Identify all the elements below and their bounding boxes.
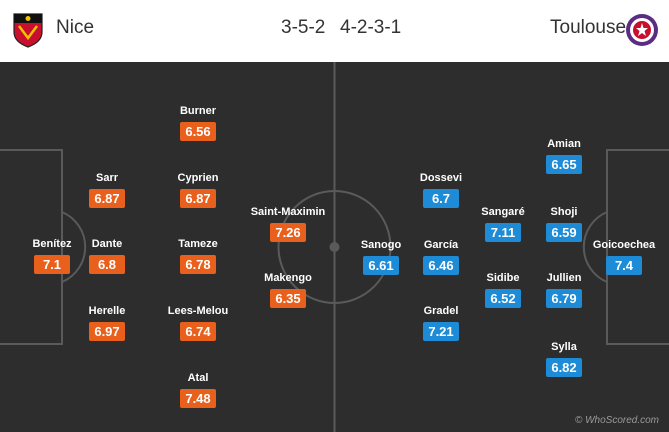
player-makengo[interactable]: Makengo 6.35 bbox=[228, 272, 348, 308]
player-dossevi[interactable]: Dossevi 6.7 bbox=[381, 172, 501, 208]
player-gradel[interactable]: Gradel 7.21 bbox=[381, 305, 501, 341]
player-name: Cyprien bbox=[177, 172, 219, 184]
player-jullien[interactable]: Jullien 6.79 bbox=[504, 272, 624, 308]
player-rating: 7.48 bbox=[180, 389, 216, 408]
home-team-name: Nice bbox=[56, 17, 95, 38]
player-rating: 6.97 bbox=[89, 322, 125, 341]
pitch: Benítez 7.1 Sarr 6.87 Dante 6.8 Herelle … bbox=[0, 62, 669, 432]
away-team-name: Toulouse bbox=[550, 17, 627, 38]
player-name: Atal bbox=[187, 372, 209, 384]
player-name: Makengo bbox=[264, 272, 312, 284]
player-sangare[interactable]: Sangaré 7.11 bbox=[443, 206, 563, 242]
away-formation: 4-2-3-1 bbox=[340, 17, 402, 38]
player-name: Benítez bbox=[32, 238, 72, 250]
toulouse-crest-icon bbox=[626, 14, 658, 46]
pitch-lines bbox=[0, 62, 669, 432]
player-rating: 6.56 bbox=[180, 122, 216, 141]
player-lees-melou[interactable]: Lees-Melou 6.74 bbox=[138, 305, 258, 341]
player-sidibe[interactable]: Sidibe 6.52 bbox=[443, 272, 563, 308]
player-rating: 7.1 bbox=[34, 255, 70, 274]
player-rating: 6.46 bbox=[423, 256, 459, 275]
player-name: Burner bbox=[179, 105, 217, 117]
player-name: García bbox=[423, 239, 459, 251]
home-formation: 3-5-2 bbox=[281, 17, 326, 38]
player-name: Sidibe bbox=[486, 272, 520, 284]
player-sylla[interactable]: Sylla 6.82 bbox=[504, 341, 624, 377]
player-name: Shoji bbox=[550, 206, 578, 218]
player-burner[interactable]: Burner 6.56 bbox=[138, 105, 258, 141]
player-name: Herelle bbox=[88, 305, 126, 317]
player-rating: 6.87 bbox=[180, 189, 216, 208]
player-dante[interactable]: Dante 6.8 bbox=[47, 238, 167, 274]
player-rating: 7.11 bbox=[485, 223, 521, 242]
player-name: Sylla bbox=[551, 341, 577, 353]
player-name: Jullien bbox=[546, 272, 582, 284]
player-name: Dante bbox=[91, 238, 123, 250]
player-name: Sangaré bbox=[481, 206, 525, 218]
player-cyprien[interactable]: Cyprien 6.87 bbox=[138, 172, 258, 208]
match-header: Nice 3-5-2 4-2-3-1 Toulouse bbox=[0, 0, 669, 60]
player-name: Dossevi bbox=[419, 172, 463, 184]
player-tameze[interactable]: Tameze 6.78 bbox=[138, 238, 258, 274]
player-rating: 6.74 bbox=[180, 322, 216, 341]
player-amian[interactable]: Amian 6.65 bbox=[504, 138, 624, 174]
player-sanogo[interactable]: Sanogo 6.61 bbox=[321, 239, 441, 275]
player-goicoechea[interactable]: Goicoechea 7.4 bbox=[564, 239, 669, 275]
player-rating: 6.79 bbox=[546, 289, 582, 308]
player-rating: 6.65 bbox=[546, 155, 582, 174]
player-rating: 6.8 bbox=[89, 255, 125, 274]
player-rating: 6.52 bbox=[485, 289, 521, 308]
player-rating: 6.7 bbox=[423, 189, 459, 208]
nice-crest-icon bbox=[13, 13, 43, 48]
player-shoji[interactable]: Shoji 6.59 bbox=[504, 206, 624, 242]
player-atal[interactable]: Atal 7.48 bbox=[138, 372, 258, 408]
player-name: Sanogo bbox=[360, 239, 402, 251]
player-herelle[interactable]: Herelle 6.97 bbox=[47, 305, 167, 341]
player-rating: 7.4 bbox=[606, 256, 642, 275]
player-name: Goicoechea bbox=[592, 239, 656, 251]
player-name: Lees-Melou bbox=[167, 305, 229, 317]
player-rating: 6.35 bbox=[270, 289, 306, 308]
player-name: Gradel bbox=[423, 305, 459, 317]
player-sarr[interactable]: Sarr 6.87 bbox=[47, 172, 167, 208]
player-rating: 6.78 bbox=[180, 255, 216, 274]
player-rating: 7.26 bbox=[270, 223, 306, 242]
player-name: Tameze bbox=[178, 238, 218, 250]
player-name: Amian bbox=[547, 138, 581, 150]
player-rating: 6.59 bbox=[546, 223, 582, 242]
player-name: Sarr bbox=[95, 172, 119, 184]
player-saint-maximin[interactable]: Saint-Maximin 7.26 bbox=[228, 206, 348, 242]
player-name: Saint-Maximin bbox=[250, 206, 326, 218]
player-rating: 6.82 bbox=[546, 358, 582, 377]
player-garcia[interactable]: García 6.46 bbox=[381, 239, 501, 275]
player-benitez[interactable]: Benítez 7.1 bbox=[0, 238, 112, 274]
player-rating: 6.87 bbox=[89, 189, 125, 208]
player-rating: 7.21 bbox=[423, 322, 459, 341]
player-rating: 6.61 bbox=[363, 256, 399, 275]
whoscored-watermark: © WhoScored.com bbox=[574, 415, 659, 426]
